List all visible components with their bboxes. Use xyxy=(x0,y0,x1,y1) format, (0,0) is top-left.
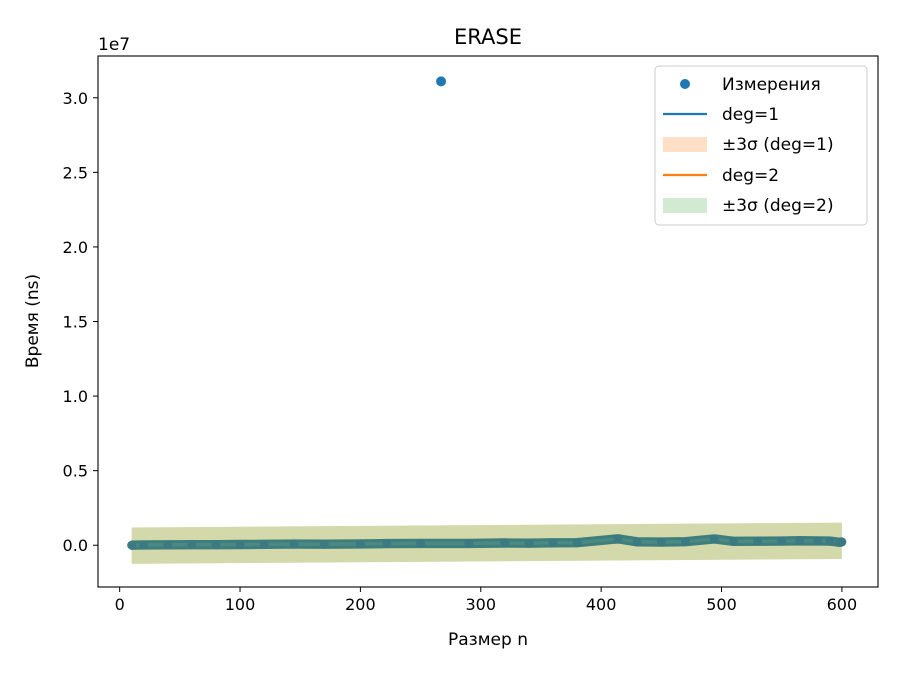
data-point xyxy=(163,540,173,550)
data-point xyxy=(572,538,582,548)
x-tick-label: 300 xyxy=(466,595,497,614)
data-point xyxy=(656,537,666,547)
data-point xyxy=(813,536,823,546)
data-point xyxy=(680,537,690,547)
data-point xyxy=(235,539,245,549)
data-point xyxy=(825,536,835,546)
x-tick-label: 400 xyxy=(586,595,617,614)
y-tick-label: 0.5 xyxy=(63,462,88,481)
data-point xyxy=(187,540,197,550)
legend-marker-deg1-band xyxy=(663,137,707,152)
data-point xyxy=(548,538,558,548)
y-tick-label: 0.0 xyxy=(63,536,88,555)
chart-title: ERASE xyxy=(454,25,522,49)
x-axis-label: Размер n xyxy=(448,630,528,650)
y-tick-label: 3.0 xyxy=(63,89,88,108)
data-point xyxy=(355,539,365,549)
y-axis: 0.0 0.5 1.0 1.5 2.0 2.5 3.0 xyxy=(63,89,98,555)
data-point xyxy=(416,538,426,548)
y-tick-label: 1.0 xyxy=(63,387,88,406)
y-tick-label: 2.5 xyxy=(63,163,88,182)
data-point xyxy=(464,538,474,548)
y-offset-label: 1e7 xyxy=(98,35,130,55)
data-point xyxy=(753,536,763,546)
y-axis-label: Время (ns) xyxy=(23,274,43,368)
data-point xyxy=(127,540,137,550)
data-point xyxy=(211,540,221,550)
x-tick-label: 0 xyxy=(115,595,125,614)
legend-label-deg2: deg=2 xyxy=(722,166,779,186)
x-axis: 0 100 200 300 400 500 600 xyxy=(115,587,858,614)
data-point xyxy=(289,539,299,549)
legend-label-deg1: deg=1 xyxy=(722,105,779,125)
legend-label-deg2-band: ±3σ (deg=2) xyxy=(722,196,834,216)
data-point xyxy=(795,536,805,546)
data-point xyxy=(729,536,739,546)
y-tick-label: 1.5 xyxy=(63,313,88,332)
data-point xyxy=(613,534,623,544)
x-tick-label: 100 xyxy=(225,595,256,614)
y-tick-label: 2.0 xyxy=(63,238,88,257)
legend-marker-deg2-band xyxy=(663,198,707,213)
data-point xyxy=(632,537,642,547)
x-tick-label: 600 xyxy=(827,595,858,614)
data-point xyxy=(777,536,787,546)
data-point xyxy=(139,540,149,550)
points-layer xyxy=(127,76,847,550)
data-point xyxy=(837,537,847,547)
legend-marker-measurements xyxy=(680,79,690,89)
data-point xyxy=(259,539,269,549)
legend-box xyxy=(654,65,868,226)
data-point xyxy=(709,534,719,544)
x-tick-label: 200 xyxy=(345,595,376,614)
data-point xyxy=(319,539,329,549)
legend-label-deg1-band: ±3σ (deg=1) xyxy=(722,135,834,155)
legend: Измерения deg=1 ±3σ (deg=1) deg=2 ±3σ (d… xyxy=(654,65,868,226)
data-point xyxy=(524,538,534,548)
legend-label-measurements: Измерения xyxy=(722,75,821,95)
outlier-point xyxy=(436,76,447,87)
x-tick-label: 500 xyxy=(706,595,737,614)
data-point xyxy=(500,538,510,548)
data-point xyxy=(382,539,392,549)
